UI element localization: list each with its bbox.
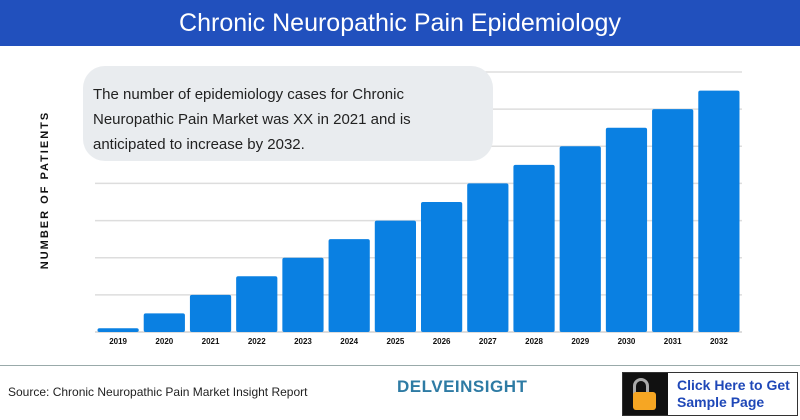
cta-label: Click Here to Get Sample Page [677,377,790,410]
x-tick-label: 2021 [202,337,220,346]
bar-2031 [652,109,694,333]
x-tick-label: 2030 [618,337,636,346]
x-tick-label: 2025 [386,337,404,346]
bar-2030 [605,127,648,332]
x-tick-label: 2032 [710,337,728,346]
bar-2026 [421,202,463,332]
bar-2022 [236,276,278,332]
x-tick-label: 2020 [155,337,173,346]
delveinsight-logo[interactable]: DELVEINSIGHT [397,377,528,396]
bar-2025 [374,220,416,332]
bar-2029 [559,146,601,332]
x-tick-label: 2024 [340,337,358,346]
x-tick-label: 2029 [571,337,589,346]
x-tick-label: 2023 [294,337,312,346]
x-tick-label: 2031 [664,337,682,346]
bar-2019 [97,328,139,332]
annotation-box: The number of epidemiology cases for Chr… [83,66,493,161]
bar-2024 [328,239,370,332]
bar-2023 [282,257,324,332]
bar-chart: 2019 2020 2021 2022 2023 2024 2025 2026 2027 2028… [95,71,742,346]
chart-title: Chronic Neuropathic Pain Epidemiology [0,0,800,46]
bar-2020 [143,313,185,332]
x-tick-label: 2022 [248,337,266,346]
x-tick-label: 2026 [433,337,451,346]
x-tick-label: 2019 [109,337,127,346]
footer-divider [0,365,800,366]
bar-2032 [698,90,740,332]
x-tick-label: 2027 [479,337,497,346]
bar-2021 [189,294,232,332]
unlock-icon [623,373,668,415]
y-axis-label: NUMBER OF PATIENTS [39,110,51,270]
bar-2027 [467,183,509,332]
source-text: Source: Chronic Neuropathic Pain Market … [8,385,308,399]
sample-page-button[interactable]: Click Here to Get Sample Page [622,372,798,416]
bar-2028 [513,164,555,332]
x-tick-label: 2028 [525,337,543,346]
